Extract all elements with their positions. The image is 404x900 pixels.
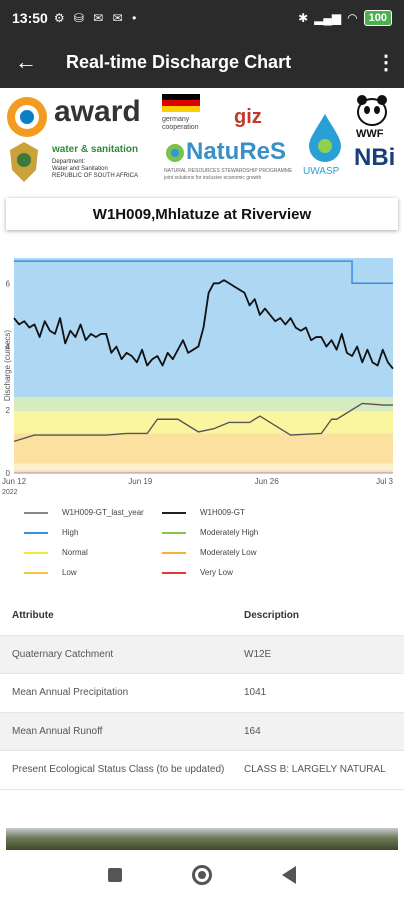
recents-icon[interactable] <box>108 868 122 882</box>
nbi-logo: NBi <box>354 144 396 171</box>
coat-of-arms-icon <box>10 142 38 182</box>
legend-swatch <box>24 531 48 534</box>
status-time: 13:50 <box>12 10 48 26</box>
legend-item[interactable]: W1H009-GT <box>162 508 245 517</box>
table-row: Mean Annual Runoff 164 <box>0 712 404 751</box>
status-right: ✱ ▂▄▆ ◠ 100 <box>298 10 392 26</box>
row-attribute: Mean Annual Precipitation <box>12 687 129 699</box>
legend-swatch <box>162 551 186 554</box>
series-line-0 <box>13 402 393 443</box>
y-tick-label: 0 <box>6 469 11 478</box>
attributes-table: Attribute Description Quaternary Catchme… <box>0 597 404 790</box>
germany-flag-icon <box>162 94 200 112</box>
dept-line3: REPUBLIC OF SOUTH AFRICA <box>52 173 139 179</box>
discharge-chart: 0 2 4 6 Jun 12 Jun 19 Jun 26 Jul 3 2022 Discharge… <box>2 258 394 496</box>
natures-leaf-icon <box>166 144 184 162</box>
table-row: Mean Annual Precipitation 1041 <box>0 674 404 713</box>
legend-label: W1H009-GT <box>200 508 245 517</box>
row-value: 164 <box>244 725 261 737</box>
legend-label: Moderately High <box>200 528 259 537</box>
dept-line1: Department: <box>52 159 86 165</box>
legend-label: Normal <box>62 548 88 557</box>
battery-icon: 100 <box>363 10 392 26</box>
y-tick-label: 4 <box>6 343 11 352</box>
partner-logos: award water & sanitation Department: Wat… <box>0 88 404 188</box>
row-value: CLASS B: LARGELY NATURAL <box>244 764 386 776</box>
landscape-photo <box>6 828 398 850</box>
x-tick-label: Jul 3 <box>376 477 393 486</box>
legend-item[interactable]: High <box>24 528 78 537</box>
x-tick-label: Jun 26 <box>255 477 280 486</box>
award-logo-icon <box>7 97 47 137</box>
x-tick-year: 2022 <box>2 489 18 496</box>
wwf-text: WWF <box>356 128 384 140</box>
y-tick-label: 2 <box>6 406 11 415</box>
x-tick-label: Jun 19 <box>128 477 153 486</box>
legend-item[interactable]: W1H009-GT_last_year <box>24 508 144 517</box>
wwf-panda-icon <box>357 95 387 126</box>
home-icon[interactable] <box>192 865 212 885</box>
app-bar: ← Real-time Discharge Chart ⋮ <box>0 36 404 88</box>
back-icon[interactable] <box>282 866 296 884</box>
station-title: W1H009,Mhlatuze at Riverview <box>6 198 398 230</box>
legend-swatch <box>24 511 48 514</box>
chart-legend: W1H009-GT_last_year W1H009-GT High Moderate… <box>0 500 404 590</box>
legend-swatch <box>162 531 186 534</box>
band-low <box>14 463 393 471</box>
series-line-1 <box>13 279 394 370</box>
header-attribute: Attribute <box>12 610 54 622</box>
bluetooth-icon: ✱ <box>298 11 309 25</box>
award-logo-text: award <box>54 95 141 128</box>
system-nav-bar <box>0 850 404 900</box>
signal-icon: ▂▄▆ <box>314 11 342 25</box>
dept-line2: Water and Sanitation <box>52 166 108 172</box>
band-normal <box>14 411 393 434</box>
row-attribute: Quaternary Catchment <box>12 648 114 660</box>
uwasp-drop-icon <box>309 114 341 162</box>
legend-item[interactable]: Very Low <box>162 568 233 577</box>
legend-item[interactable]: Moderately High <box>162 528 258 537</box>
legend-label: Moderately Low <box>200 548 257 557</box>
status-bar: 13:50 ⚙ ⛁ ✉ ✉ • ✱ ▂▄▆ ◠ 100 <box>0 0 404 36</box>
band-moderately-low <box>14 433 393 464</box>
row-value: W12E <box>244 648 272 660</box>
legend-label: High <box>62 528 79 537</box>
app-title: Real-time Discharge Chart <box>66 51 292 72</box>
natures-logo: NatuReS <box>186 138 287 165</box>
legend-swatch <box>24 571 48 574</box>
header-description: Description <box>244 610 300 622</box>
legend-label: W1H009-GT_last_year <box>62 508 144 517</box>
wifi-icon: ◠ <box>347 11 358 25</box>
legend-swatch <box>162 571 186 574</box>
table-row: Present Ecological Status Class (to be u… <box>0 751 404 790</box>
cooperation-text: cooperation <box>162 124 199 131</box>
legend-item[interactable]: Low <box>24 568 77 577</box>
band-moderately-high <box>14 397 393 412</box>
row-attribute: Present Ecological Status Class (to be u… <box>12 764 225 776</box>
legend-label: Low <box>62 568 77 577</box>
table-row: Quaternary Catchment W12E <box>0 635 404 674</box>
germany-text: germany <box>162 116 190 123</box>
row-attribute: Mean Annual Runoff <box>12 725 103 737</box>
row-value: 1041 <box>244 687 267 699</box>
natures-sub2: joint solutions for inclusive economic g… <box>164 175 262 181</box>
giz-logo: giz <box>234 106 262 128</box>
x-tick-label: Jun 12 <box>2 477 27 486</box>
table-header: Attribute Description <box>0 597 404 636</box>
natures-sub1: NATURAL RESOURCES STEWARDSHIP PROGRAMME <box>164 168 293 174</box>
legend-item[interactable]: Moderately Low <box>162 548 256 557</box>
back-arrow-icon[interactable]: ← <box>15 49 37 74</box>
legend-label: Very Low <box>200 568 233 577</box>
legend-item[interactable]: Normal <box>24 548 88 557</box>
uwasp-text: UWASP <box>303 166 340 177</box>
legend-swatch <box>162 511 186 514</box>
overflow-menu-icon[interactable]: ⋮ <box>376 51 396 74</box>
y-tick-label: 6 <box>6 279 11 288</box>
notification-icons: ⚙ ⛁ ✉ ✉ • <box>53 11 140 25</box>
band-very-low <box>14 470 393 473</box>
legend-swatch <box>24 551 48 554</box>
y-axis-label: Discharge (cumecs) <box>3 330 12 401</box>
water-sanitation-text: water & sanitation <box>52 144 139 155</box>
high-threshold-line <box>14 260 393 285</box>
